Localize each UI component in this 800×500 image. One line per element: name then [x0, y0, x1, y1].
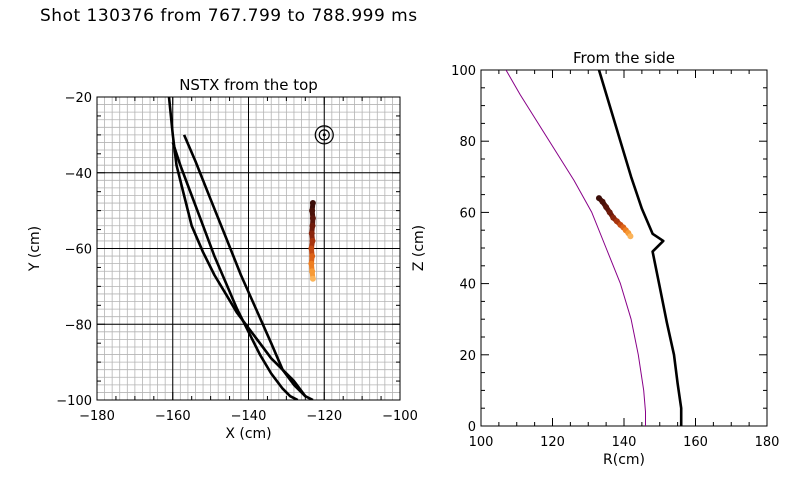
filament-trace-point [308, 245, 315, 252]
boundary-curve-2 [171, 141, 299, 400]
filament-trace-point [603, 204, 610, 211]
boundary-curve-1 [167, 97, 307, 397]
y-tick-label: −100 [56, 394, 92, 409]
boundary-curve-3 [182, 134, 314, 400]
x-tick-label: 120 [540, 435, 565, 450]
x-tick-label: 180 [755, 435, 780, 450]
top-view-x-axis-label: X (cm) [225, 426, 271, 442]
side-view-plot: 100 120 140 160 180 0 20 40 60 80 100 From the side… [411, 49, 779, 468]
filament-trace-point [308, 260, 315, 267]
side-view-title: From the side [573, 49, 675, 67]
y-tick-label: −80 [65, 318, 92, 333]
filament-trace-point [309, 275, 316, 282]
top-view-title: NSTX from the top [179, 76, 318, 94]
filament-trace-point [309, 237, 316, 244]
x-tick-label: −180 [79, 409, 115, 424]
filament-trace-point [309, 268, 316, 275]
side-view-x-axis-label: R(cm) [603, 452, 645, 468]
filament-trace-point [309, 207, 316, 214]
y-tick-label: 40 [459, 278, 476, 293]
filament-trace-point [308, 230, 315, 237]
filament-trace-point [309, 215, 316, 222]
filament-trace-point [309, 222, 316, 229]
x-tick-label: −140 [231, 409, 267, 424]
filament-trace-point [309, 253, 316, 260]
x-tick-label: 160 [683, 435, 708, 450]
y-tick-label: −40 [65, 167, 92, 182]
side-view-y-axis-label: Z (cm) [411, 225, 427, 271]
y-tick-label: 60 [459, 206, 476, 221]
y-tick-label: 80 [459, 135, 476, 150]
filament-trace-point [599, 198, 606, 205]
page-title: Shot 130376 from 767.799 to 788.999 ms [40, 6, 418, 26]
target-inner-ring [318, 129, 330, 141]
side-view-frame [480, 69, 768, 427]
x-tick-label: −120 [306, 409, 342, 424]
x-tick-label: −100 [382, 409, 418, 424]
filament-trace-point [627, 233, 634, 240]
target-center [322, 133, 326, 137]
top-view-y-axis-label: Y (cm) [27, 226, 43, 272]
target-outer-ring [314, 125, 334, 145]
side-view-data-area [505, 70, 683, 426]
y-tick-label: −60 [65, 243, 92, 258]
x-tick-label: 140 [612, 435, 637, 450]
y-tick-label: 100 [451, 64, 476, 79]
x-tick-label: −160 [155, 409, 191, 424]
x-tick-label: 100 [469, 435, 494, 450]
separatrix [505, 70, 646, 426]
top-view-data-area [167, 97, 334, 400]
y-tick-label: 0 [468, 420, 476, 435]
vessel-wall [597, 70, 683, 426]
filament-trace-point [309, 200, 316, 207]
filament-trace-point [606, 209, 613, 216]
top-view-plot: −180 −160 −140 −120 −100 −100 −80 −60 −40 −20 NSTX… [27, 76, 418, 442]
y-tick-label: 20 [459, 349, 476, 364]
y-tick-label: −20 [65, 91, 92, 106]
